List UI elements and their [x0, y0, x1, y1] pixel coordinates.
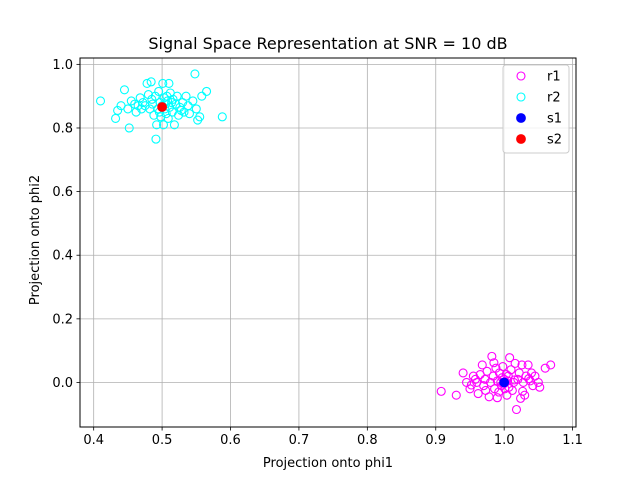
r2-point: [188, 96, 198, 106]
r1-point: [498, 362, 508, 372]
r2-point: [95, 96, 106, 106]
r1-point: [523, 360, 533, 370]
r2-point: [164, 78, 174, 88]
legend-box: [502, 64, 570, 154]
x-tick-label: 0.6: [220, 433, 241, 448]
legend-label-r2: r2: [547, 91, 561, 106]
r1-point: [533, 377, 543, 388]
y-tick-label: 0.8: [52, 121, 73, 136]
r2-point: [149, 110, 159, 120]
x-tick-label: 0.8: [357, 433, 378, 448]
r2-point: [152, 120, 162, 130]
r2-point: [151, 134, 161, 144]
r1-point: [517, 360, 527, 370]
plot-area-frame: [79, 57, 577, 428]
y-tick-label: 0.0: [52, 376, 73, 391]
r2-point: [135, 93, 145, 103]
x-tick-label: 1.0: [494, 433, 515, 448]
y-tick-label: 0.6: [52, 185, 73, 200]
r2-point: [190, 69, 200, 79]
x-tick-label: 0.4: [83, 433, 104, 448]
legend-label-r1: r1: [547, 70, 561, 85]
r1-point: [477, 360, 487, 370]
legend: r1 r2 s1 s2: [502, 64, 570, 154]
r1-point: [510, 358, 520, 368]
x-tick-label: 0.7: [289, 433, 310, 448]
r1-point: [482, 366, 492, 376]
r1-point: [509, 375, 519, 385]
r1-point: [540, 363, 550, 373]
x-tick-label: 1.1: [562, 433, 583, 448]
r1-point: [524, 374, 534, 384]
r2-point: [123, 104, 133, 114]
r2-point: [181, 91, 191, 101]
r1-point: [513, 374, 523, 384]
s2-point: [157, 102, 167, 112]
x-axis-label: Projection onto phi1: [263, 456, 393, 471]
y-tick-label: 1.0: [52, 58, 73, 73]
r2-point: [179, 107, 189, 117]
r2-point: [172, 91, 182, 101]
y-tick-label: 0.4: [52, 249, 73, 264]
r1-point: [535, 382, 545, 392]
r1-point: [465, 384, 475, 394]
r2-point: [163, 113, 173, 123]
axis-ticks: 0.4 0.5 0.6 0.7 0.8 0.9 1.0 1.1 0.0 0.2 0.4 0.6 0.8 1…: [52, 58, 583, 448]
r1-point: [506, 365, 516, 375]
r1-point: [436, 386, 446, 396]
r1-point: [505, 353, 515, 363]
y-tick-label: 0.2: [52, 312, 73, 327]
r2-point: [184, 109, 195, 119]
r2-point: [202, 86, 212, 96]
r2-point: [158, 120, 169, 130]
y-axis-label: Projection onto phi2: [28, 175, 43, 305]
r2-point: [169, 120, 179, 130]
r2-point: [124, 123, 134, 133]
x-tick-label: 0.5: [152, 433, 173, 448]
legend-marker-s1: [516, 113, 526, 123]
r2-point: [146, 77, 156, 87]
s1-point: [499, 377, 510, 388]
legend-label-s2: s2: [547, 133, 562, 148]
r1-point: [466, 380, 476, 390]
r1-point: [489, 358, 499, 368]
r2-point: [191, 104, 201, 114]
legend-marker-r1: [516, 71, 526, 81]
r1-point: [481, 385, 491, 395]
r2-point: [195, 112, 205, 122]
chart-title: Signal Space Representation at SNR = 10 …: [148, 34, 507, 53]
grid-lines: [80, 58, 576, 427]
r2-point: [154, 86, 164, 96]
r1-point: [528, 381, 538, 391]
r1-point: [546, 360, 556, 370]
r1-point: [451, 390, 461, 400]
r2-point: [163, 96, 173, 106]
r2-point: [217, 112, 227, 122]
legend-label-s1: s1: [547, 112, 562, 127]
r1-point: [458, 368, 468, 378]
r1-point: [485, 377, 496, 388]
r2-point: [158, 78, 168, 88]
r2-point: [197, 91, 207, 101]
r1-point: [487, 351, 497, 361]
legend-marker-r2: [516, 92, 526, 102]
r2-point: [131, 107, 141, 117]
r1-point: [473, 389, 483, 399]
legend-marker-s2: [516, 134, 526, 144]
r1-point: [492, 393, 502, 403]
r1-point: [511, 404, 522, 415]
r2-point: [119, 85, 130, 95]
r2-point: [142, 78, 152, 88]
r1-point: [518, 386, 528, 396]
data-points: [95, 69, 556, 415]
x-tick-label: 0.9: [425, 433, 446, 448]
